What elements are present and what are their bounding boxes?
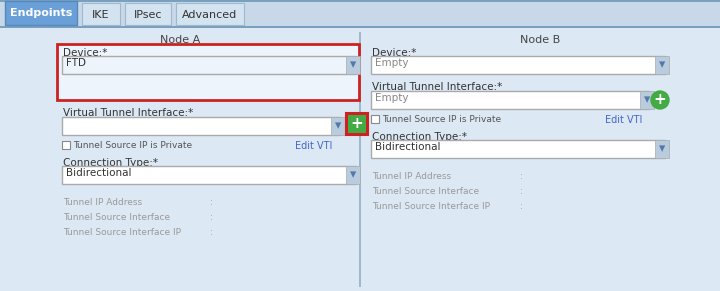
Circle shape <box>651 91 669 109</box>
Bar <box>176 3 244 25</box>
Text: Tunnel Source Interface: Tunnel Source Interface <box>63 213 170 222</box>
Text: Empty: Empty <box>375 93 408 103</box>
Text: +: + <box>654 93 667 107</box>
Bar <box>62 117 340 135</box>
Bar <box>57 44 359 100</box>
Bar <box>125 3 171 25</box>
Bar <box>346 113 368 135</box>
Bar <box>331 117 345 135</box>
Bar <box>348 115 366 133</box>
Text: Edit VTI: Edit VTI <box>295 141 333 151</box>
Bar <box>640 91 654 109</box>
Bar <box>62 141 70 149</box>
Bar <box>0 0 720 26</box>
Text: Tunnel Source Interface IP: Tunnel Source Interface IP <box>63 228 181 237</box>
Text: Bidirectional: Bidirectional <box>375 142 441 152</box>
Bar <box>371 91 649 109</box>
Text: Device:*: Device:* <box>372 48 416 58</box>
Bar <box>655 56 669 74</box>
Text: Virtual Tunnel Interface:*: Virtual Tunnel Interface:* <box>372 82 503 92</box>
Text: :: : <box>520 202 523 211</box>
Text: +: + <box>351 116 364 132</box>
Text: ▾: ▾ <box>659 143 665 155</box>
Text: Node A: Node A <box>160 35 200 45</box>
Text: Advanced: Advanced <box>182 10 238 20</box>
Text: Endpoints: Endpoints <box>10 8 72 18</box>
Text: Tunnel Source IP is Private: Tunnel Source IP is Private <box>73 141 192 150</box>
Text: Tunnel IP Address: Tunnel IP Address <box>63 198 142 207</box>
Text: FTD: FTD <box>66 58 86 68</box>
Text: Bidirectional: Bidirectional <box>66 168 132 178</box>
Text: ▾: ▾ <box>659 58 665 72</box>
Text: Connection Type:*: Connection Type:* <box>63 158 158 168</box>
Bar <box>62 166 356 184</box>
Bar <box>0 0 720 2</box>
Text: :: : <box>210 213 213 222</box>
Bar <box>5 1 77 25</box>
Text: Device:*: Device:* <box>63 48 107 58</box>
Text: IPsec: IPsec <box>134 10 162 20</box>
Text: Connection Type:*: Connection Type:* <box>372 132 467 142</box>
Bar <box>346 166 360 184</box>
Text: :: : <box>210 198 213 207</box>
Text: Node B: Node B <box>520 35 560 45</box>
Bar <box>0 26 720 28</box>
Bar <box>82 3 120 25</box>
Text: ▾: ▾ <box>335 120 341 132</box>
Text: :: : <box>210 228 213 237</box>
Bar <box>371 115 379 123</box>
Text: ▾: ▾ <box>350 58 356 72</box>
Text: Tunnel Source Interface IP: Tunnel Source Interface IP <box>372 202 490 211</box>
Text: IKE: IKE <box>92 10 109 20</box>
Text: ▾: ▾ <box>644 93 650 107</box>
Bar <box>346 56 360 74</box>
Text: Tunnel IP Address: Tunnel IP Address <box>372 172 451 181</box>
Text: Tunnel Source Interface: Tunnel Source Interface <box>372 187 479 196</box>
Text: Tunnel Source IP is Private: Tunnel Source IP is Private <box>382 115 501 124</box>
Text: Edit VTI: Edit VTI <box>605 115 642 125</box>
Text: Empty: Empty <box>375 58 408 68</box>
Bar <box>655 140 669 158</box>
Bar <box>371 140 665 158</box>
Text: :: : <box>520 172 523 181</box>
Bar <box>62 56 356 74</box>
Bar <box>359 32 361 287</box>
Text: ▾: ▾ <box>350 168 356 182</box>
Text: Virtual Tunnel Interface:*: Virtual Tunnel Interface:* <box>63 108 193 118</box>
Text: :: : <box>520 187 523 196</box>
Bar <box>371 56 665 74</box>
